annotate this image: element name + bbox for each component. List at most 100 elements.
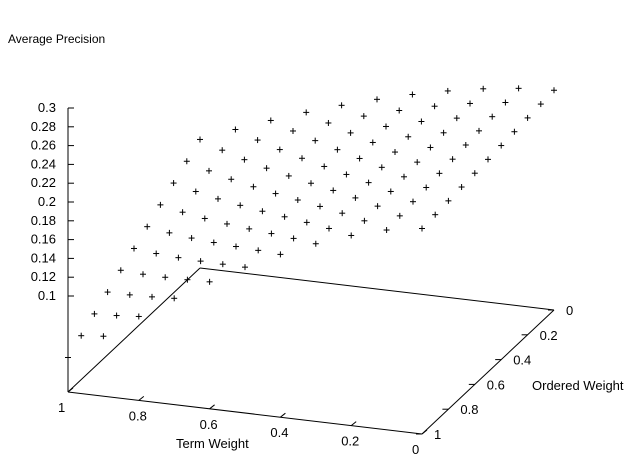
x-tick-mark bbox=[280, 412, 286, 418]
data-point bbox=[100, 333, 107, 340]
data-point bbox=[440, 129, 447, 136]
data-point bbox=[206, 278, 213, 285]
z-tick-label: 0.1 bbox=[38, 288, 56, 303]
data-point bbox=[449, 156, 456, 163]
y-tick-label: 0 bbox=[566, 303, 573, 318]
z-tick-label: 0.12 bbox=[31, 269, 56, 284]
data-point bbox=[65, 354, 71, 361]
y-ticks: 0 0.2 0.4 0.6 0.8 1 bbox=[416, 303, 573, 442]
data-point bbox=[537, 101, 544, 108]
z-tick-label: 0.28 bbox=[31, 119, 56, 134]
data-point bbox=[135, 313, 142, 320]
y-tick-label: 0.4 bbox=[513, 353, 531, 368]
data-point bbox=[401, 173, 407, 180]
data-point bbox=[374, 96, 380, 103]
data-point bbox=[237, 202, 244, 209]
x-tick-mark bbox=[350, 421, 357, 426]
x-ticks: 1 0.8 0.6 0.4 0.2 0 bbox=[58, 387, 428, 454]
data-point bbox=[423, 184, 430, 191]
x-tick-label: 0.2 bbox=[341, 434, 359, 449]
z-tick-label: 0.26 bbox=[31, 138, 56, 153]
data-point bbox=[308, 180, 314, 187]
y-tick-label: 1 bbox=[434, 427, 441, 442]
data-point bbox=[325, 119, 332, 126]
data-point bbox=[162, 274, 169, 281]
data-point bbox=[432, 211, 439, 218]
data-point bbox=[317, 203, 323, 210]
data-point bbox=[361, 217, 368, 224]
x-tick-label: 0.8 bbox=[129, 408, 147, 423]
data-point bbox=[326, 225, 332, 232]
data-point bbox=[392, 149, 398, 156]
z-tick-label: 0.16 bbox=[31, 232, 56, 247]
z-tick-label: 0.18 bbox=[31, 213, 56, 228]
data-point bbox=[117, 267, 124, 274]
z-tick-label: 0.2 bbox=[38, 194, 56, 209]
data-point bbox=[197, 258, 204, 265]
data-point bbox=[294, 197, 301, 204]
data-point bbox=[276, 146, 283, 153]
data-point bbox=[312, 137, 319, 144]
data-point bbox=[489, 113, 496, 120]
data-point bbox=[303, 109, 310, 116]
data-point bbox=[242, 264, 248, 271]
data-point bbox=[219, 147, 226, 154]
data-point bbox=[369, 139, 376, 146]
data-point bbox=[254, 137, 261, 144]
x-tick-label: 0 bbox=[412, 442, 419, 454]
x-axis-label: Term Weight bbox=[176, 436, 249, 451]
axes bbox=[67, 108, 555, 435]
data-point bbox=[387, 188, 394, 195]
data-point bbox=[91, 310, 98, 317]
y-tick-label: 0.2 bbox=[540, 328, 558, 343]
data-point bbox=[277, 251, 284, 258]
data-point bbox=[113, 312, 120, 319]
data-point bbox=[334, 146, 341, 153]
data-point bbox=[144, 223, 151, 230]
data-point bbox=[149, 293, 155, 300]
data-point bbox=[383, 227, 390, 234]
data-point bbox=[524, 114, 531, 121]
data-point bbox=[396, 212, 403, 219]
y-tick-label: 0.6 bbox=[487, 377, 505, 392]
x-tick-label: 1 bbox=[58, 400, 65, 415]
data-point bbox=[272, 190, 279, 197]
data-point bbox=[338, 102, 345, 109]
data-point bbox=[192, 188, 199, 195]
data-point bbox=[232, 126, 239, 133]
data-point bbox=[485, 156, 491, 163]
data-point bbox=[383, 123, 389, 130]
data-point bbox=[418, 118, 425, 125]
data-point bbox=[183, 158, 190, 165]
data-point bbox=[104, 289, 111, 296]
data-point bbox=[228, 176, 235, 183]
data-point bbox=[285, 172, 292, 179]
data-point bbox=[197, 136, 203, 143]
data-point bbox=[436, 170, 443, 177]
data-point bbox=[290, 235, 297, 242]
z-tick-label: 0.22 bbox=[31, 175, 56, 190]
base-back-edge bbox=[199, 267, 555, 311]
data-point bbox=[78, 332, 85, 339]
data-point bbox=[480, 85, 487, 92]
z-ticks: 0.3 0.28 0.26 0.24 0.22 0.2 0.18 0.16 0.14 0.12 0.… bbox=[31, 100, 74, 303]
data-point bbox=[453, 115, 460, 122]
data-point bbox=[219, 261, 226, 268]
data-point bbox=[444, 87, 451, 94]
data-point bbox=[419, 225, 425, 232]
data-point bbox=[330, 187, 337, 194]
data-point bbox=[498, 142, 505, 149]
data-point bbox=[360, 113, 367, 120]
data-point bbox=[405, 133, 412, 140]
y-tick-label: 0.8 bbox=[460, 402, 478, 417]
data-point bbox=[299, 155, 305, 162]
x-tick-label: 0.6 bbox=[200, 417, 218, 432]
z-tick-label: 0.14 bbox=[31, 250, 56, 265]
data-point bbox=[303, 219, 310, 226]
y-axis-label: Ordered Weight bbox=[532, 378, 624, 393]
data-point bbox=[175, 254, 182, 261]
data-point bbox=[201, 215, 208, 222]
data-point bbox=[263, 165, 270, 172]
data-point bbox=[255, 247, 262, 254]
